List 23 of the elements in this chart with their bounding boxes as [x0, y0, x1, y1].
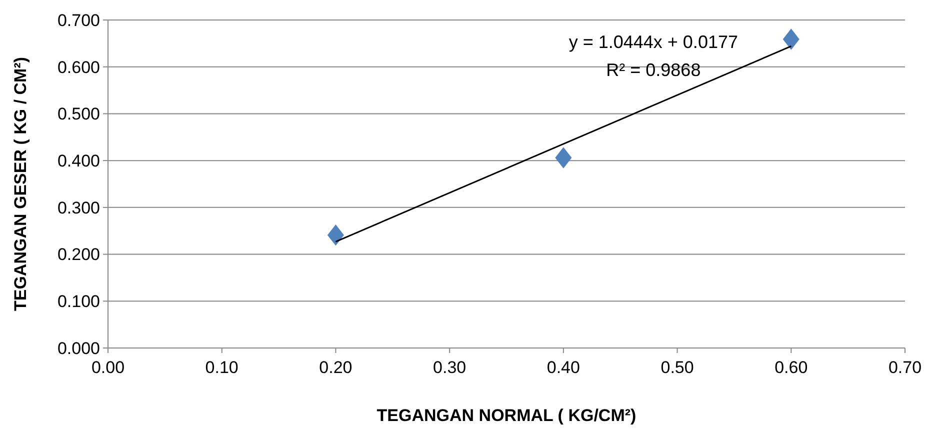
x-tick-label: 0.00: [91, 358, 125, 377]
y-tick-label: 0.500: [57, 104, 100, 124]
point: [327, 224, 344, 246]
y-tick-label: 0.700: [57, 10, 100, 30]
y-tick-label: 0.300: [57, 198, 100, 218]
y-tick-label: 0.600: [57, 58, 100, 77]
x-tick-label: 0.30: [433, 358, 466, 377]
x-tick-label: 0.60: [774, 358, 808, 377]
x-tick-label: 0.40: [546, 358, 580, 377]
y-axis-title: TEGANGAN GESER ( KG / CM²): [11, 56, 30, 312]
x-axis-title: TEGANGAN NORMAL ( KG/CM²): [376, 406, 636, 425]
y-tick-label: 0.000: [57, 338, 100, 358]
y-tick-label: 0.200: [57, 245, 100, 264]
annotation: y = 1.0444x + 0.0177: [568, 32, 738, 52]
x-tick-label: 0.70: [888, 358, 922, 377]
x-tick-label: 0.50: [660, 358, 694, 377]
y-tick-label: 0.400: [57, 152, 100, 171]
x-tick-label: 0.10: [205, 358, 238, 377]
point: [555, 147, 572, 168]
point: [782, 28, 800, 50]
y-tick-label: 0.100: [57, 292, 100, 312]
annotation: R² = 0.9868: [606, 60, 701, 80]
x-tick-label: 0.20: [319, 358, 352, 377]
